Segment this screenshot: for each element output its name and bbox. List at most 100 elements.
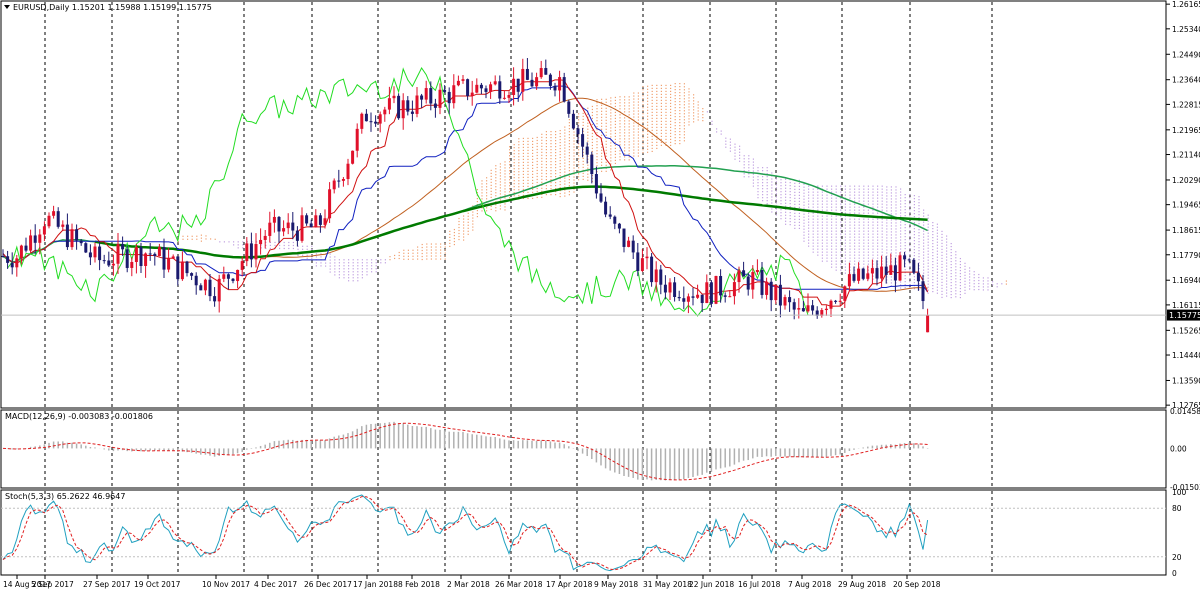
cloud-dot: [895, 192, 897, 194]
cloud-dot: [959, 269, 961, 272]
cloud-dot: [936, 268, 938, 270]
cloud-dot: [817, 239, 819, 241]
cloud-dot: [334, 274, 336, 276]
cloud-dot: [628, 99, 630, 101]
cloud-dot: [601, 149, 603, 151]
cloud-dot: [794, 224, 796, 226]
cloud-dot: [651, 129, 653, 132]
cloud-dot: [817, 194, 819, 196]
cloud-dot: [867, 254, 869, 256]
candle-body: [820, 310, 824, 316]
cloud-dot: [775, 193, 777, 195]
cloud-dot: [826, 260, 828, 262]
cloud-dot: [775, 184, 777, 186]
cloud-dot: [541, 172, 543, 174]
cloud-dot: [946, 262, 948, 264]
cloud-dot: [642, 110, 644, 112]
candle-body: [272, 216, 276, 223]
y-tick-label: 1.13590: [1172, 376, 1200, 385]
stoch-panel[interactable]: [0, 489, 1167, 576]
cloud-dot: [895, 252, 897, 254]
cloud-dot: [872, 275, 874, 277]
cloud-dot: [513, 159, 515, 161]
cloud-dot: [283, 244, 285, 247]
cloud-dot: [826, 242, 828, 244]
cloud-dot: [913, 282, 915, 284]
cloud-dot: [890, 282, 892, 284]
cloud-dot: [785, 187, 787, 189]
cloud-dot: [633, 104, 635, 106]
cloud-dot: [858, 227, 860, 229]
cloud-dot: [739, 151, 741, 153]
cloud-dot: [444, 249, 446, 251]
cloud-dot: [771, 208, 773, 210]
cloud-dot: [444, 246, 446, 248]
cloud-dot: [633, 143, 635, 145]
dropdown-triangle-icon[interactable]: [4, 5, 10, 9]
cloud-dot: [969, 276, 971, 278]
cloud-dot: [752, 176, 754, 178]
cloud-dot: [297, 248, 299, 250]
cloud-dot: [458, 229, 460, 232]
cloud-dot: [527, 185, 529, 188]
cloud-dot: [665, 111, 667, 114]
cloud-dot: [614, 117, 616, 120]
cloud-dot: [656, 111, 658, 114]
cloud-dot: [872, 206, 874, 208]
cloud-dot: [513, 171, 515, 173]
cloud-dot: [821, 251, 823, 253]
cloud-dot: [831, 209, 833, 211]
cloud-dot: [343, 277, 345, 279]
cloud-dot: [840, 254, 842, 256]
cloud-dot: [904, 260, 906, 262]
cloud-dot: [674, 140, 676, 142]
cloud-dot: [854, 260, 856, 262]
cloud-dot: [532, 161, 534, 164]
cloud-dot: [909, 266, 911, 268]
cloud-dot: [647, 118, 649, 120]
cloud-dot: [435, 249, 437, 251]
cloud-dot: [872, 278, 874, 280]
cloud-dot: [858, 218, 860, 220]
candle-body: [429, 88, 433, 104]
cloud-dot: [757, 185, 759, 187]
cloud-dot: [200, 237, 202, 239]
cloud-dot: [867, 269, 869, 271]
macd-panel[interactable]: [0, 409, 1167, 489]
x-tick-label: 16 Jul 2018: [738, 580, 781, 589]
cloud-dot: [955, 275, 957, 277]
cloud-dot: [578, 170, 580, 172]
cloud-dot: [950, 287, 952, 290]
cloud-dot: [624, 126, 626, 128]
cloud-dot: [895, 231, 897, 233]
cloud-dot: [555, 149, 557, 151]
candle-body: [406, 100, 410, 112]
cloud-dot: [412, 258, 414, 260]
cloud-dot: [670, 117, 672, 120]
cloud-dot: [881, 260, 883, 262]
cloud-dot: [927, 259, 929, 261]
cloud-dot: [725, 137, 727, 139]
cloud-dot: [651, 120, 653, 123]
cloud-dot: [798, 203, 800, 205]
cloud-dot: [325, 262, 327, 264]
cloud-dot: [628, 144, 630, 146]
cloud-dot: [789, 200, 791, 202]
cloud-dot: [628, 120, 630, 122]
main-price-panel[interactable]: [0, 0, 1167, 409]
cloud-dot: [628, 150, 630, 152]
cloud-dot: [559, 168, 561, 171]
cloud-dot: [840, 269, 842, 271]
cloud-dot: [918, 220, 920, 222]
cloud-dot: [808, 194, 810, 196]
cloud-dot: [665, 138, 667, 141]
cloud-dot: [688, 106, 690, 108]
cloud-dot: [913, 213, 915, 215]
cloud-dot: [532, 170, 534, 173]
cloud-dot: [637, 149, 639, 151]
symbol-header[interactable]: EURUSD,Daily 1.15201 1.15988 1.15199 1.1…: [4, 3, 212, 12]
candle-body: [56, 211, 60, 227]
cloud-dot: [812, 218, 814, 220]
cloud-dot: [734, 146, 736, 148]
candle-body: [397, 95, 401, 119]
